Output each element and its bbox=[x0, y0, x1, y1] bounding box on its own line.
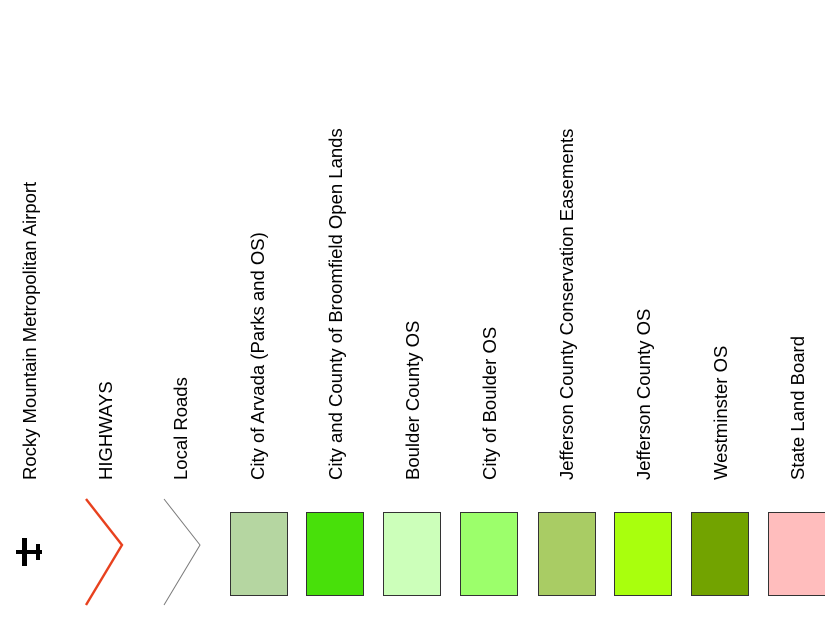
legend-label-state-land-board: State Land Board bbox=[787, 336, 808, 480]
legend-label-arvada: City of Arvada (Parks and OS) bbox=[247, 232, 268, 480]
legend-label-local-roads: Local Roads bbox=[170, 377, 191, 480]
swatch-arvada-parks bbox=[230, 512, 288, 596]
swatch-city-of-boulder-os bbox=[460, 512, 518, 596]
swatch-jefferson-county-os bbox=[614, 512, 672, 596]
local-road-line-symbol bbox=[163, 498, 201, 606]
swatch-broomfield-open-lands bbox=[306, 512, 364, 596]
swatch-boulder-county-os bbox=[383, 512, 441, 596]
legend-label-highways: HIGHWAYS bbox=[95, 381, 116, 480]
airplane-icon bbox=[16, 538, 42, 566]
legend-label-airport: Rocky Mountain Metropolitan Airport bbox=[19, 181, 40, 480]
swatch-westminster-os bbox=[691, 512, 749, 596]
legend-label-city-of-boulder: City of Boulder OS bbox=[479, 326, 500, 480]
legend-label-jefferson-os: Jefferson County OS bbox=[633, 308, 654, 480]
legend-label-boulder-county: Boulder County OS bbox=[402, 320, 423, 480]
swatch-state-land-board bbox=[768, 512, 825, 596]
legend-label-broomfield: City and County of Broomfield Open Lands bbox=[325, 128, 346, 480]
highway-line-symbol bbox=[84, 498, 124, 606]
swatch-jefferson-county-easements bbox=[538, 512, 596, 596]
legend-label-jefferson-easements: Jefferson County Conservation Easements bbox=[556, 128, 577, 480]
legend-label-westminster: Westminster OS bbox=[710, 345, 731, 480]
